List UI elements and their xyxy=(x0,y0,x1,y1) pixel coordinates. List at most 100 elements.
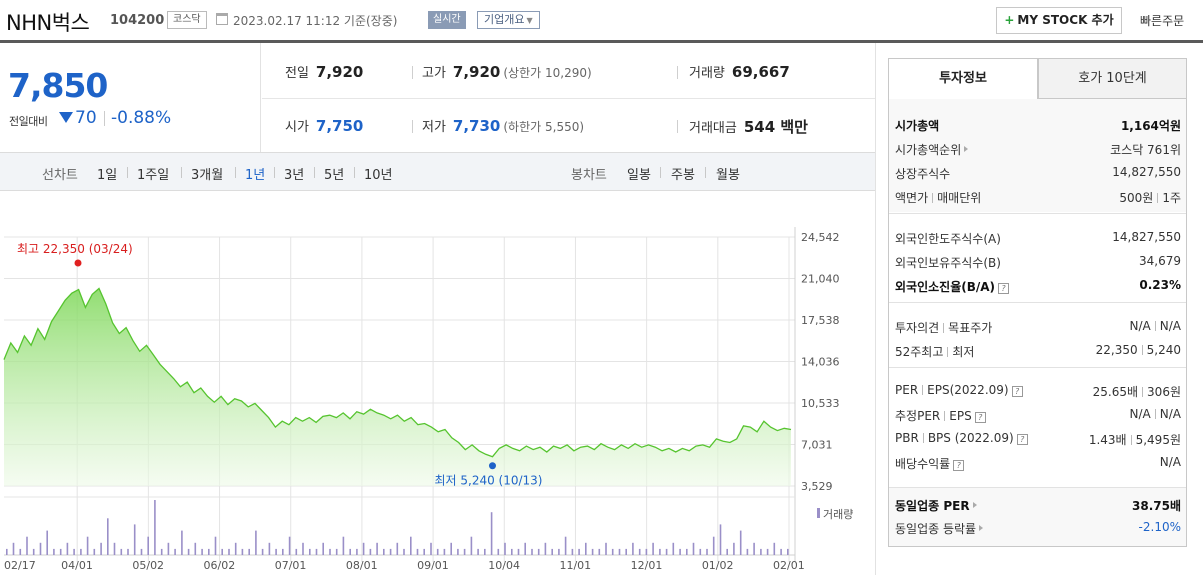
week52-low-label: 최저 xyxy=(952,345,975,359)
per-label: PER EPS(2022.09)? xyxy=(895,383,1023,397)
separator xyxy=(947,347,949,357)
opinion-value: N/A xyxy=(1129,319,1151,333)
y-tick-label: 24,542 xyxy=(801,231,840,244)
volume-bar xyxy=(780,548,782,555)
volume-bar xyxy=(443,548,446,555)
volume-bar xyxy=(497,548,500,555)
foreign-hold-value: 34,679 xyxy=(1139,254,1181,268)
volume-bar xyxy=(356,548,358,555)
volume-bar xyxy=(692,542,695,555)
sector-rate-row[interactable]: 동일업종 등락률 -2.10% xyxy=(895,517,1181,537)
help-icon[interactable]: ? xyxy=(953,460,965,471)
period-separator xyxy=(660,167,661,178)
period-daily-candle[interactable]: 일봉 xyxy=(627,168,651,183)
foreign-ratio-label: 외국인소진율(B/A) xyxy=(895,280,996,294)
week52-row: 52주최고 최저 22,350 5,240 xyxy=(895,340,1181,360)
x-tick-label: 01/02 xyxy=(702,559,734,572)
sector-per-row[interactable]: 동일업종 PER 38.75배 xyxy=(895,494,1181,514)
market-cap-rank-value: 코스닥 761위 xyxy=(1110,143,1181,157)
week52-low-value: 5,240 xyxy=(1146,343,1181,357)
prev-close-value: 7,920 xyxy=(315,63,364,81)
add-my-stock-button[interactable]: + MY STOCK 추가 xyxy=(996,7,1122,34)
volume-bar xyxy=(773,542,776,555)
volume-bar xyxy=(288,536,291,555)
target-price-value: N/A xyxy=(1159,319,1181,333)
y-tick-label: 17,538 xyxy=(801,314,840,327)
x-tick-label: 06/02 xyxy=(204,559,236,572)
candle-chart-label: 봉차트 xyxy=(571,168,607,183)
volume-bar xyxy=(645,548,648,555)
period-1y[interactable]: 1년 xyxy=(245,168,266,183)
company-overview-dropdown[interactable]: 기업개요 ▼ xyxy=(477,11,540,29)
volume-bar xyxy=(706,548,708,555)
stock-code: 104200 xyxy=(110,13,165,28)
day-high-value: 7,920 xyxy=(452,63,501,81)
volume-bar xyxy=(719,524,722,555)
bps-label: BPS (2022.09) xyxy=(927,431,1014,445)
volume-bar xyxy=(766,548,769,555)
volume-bar xyxy=(531,548,533,555)
period-monthly-candle[interactable]: 월봉 xyxy=(716,168,740,183)
volume-bar xyxy=(32,548,35,555)
diff-separator xyxy=(104,111,105,126)
volume-bar xyxy=(376,542,378,555)
est-per-value: N/A xyxy=(1129,407,1151,421)
open-price: 시가 7,750 xyxy=(285,116,363,135)
help-icon[interactable]: ? xyxy=(1011,386,1023,397)
period-3m[interactable]: 3개월 xyxy=(191,168,224,183)
volume-bar xyxy=(733,542,735,555)
volume-bar xyxy=(147,536,149,555)
volume-bar xyxy=(470,536,473,555)
period-3y[interactable]: 3년 xyxy=(284,168,305,183)
volume-bar xyxy=(322,542,324,555)
period-weekly-candle[interactable]: 주봉 xyxy=(671,168,695,183)
volume-bar xyxy=(214,536,217,555)
volume-bar xyxy=(490,512,493,555)
sector-rate-label-wrap: 동일업종 등락률 xyxy=(895,520,984,537)
caret-right-icon xyxy=(979,525,984,531)
chart-period-bar: 선차트 1일 1주일 3개월 1년 3년 5년 10년 봉차트 일봉 주봉 월봉 xyxy=(0,152,875,191)
market-cap-rank-row[interactable]: 시가총액순위 코스닥 761위 xyxy=(895,138,1181,158)
help-icon[interactable]: ? xyxy=(1016,434,1028,445)
period-1d[interactable]: 1일 xyxy=(97,168,118,183)
week52-values: 22,350 5,240 xyxy=(1096,343,1181,357)
volume-bar xyxy=(133,524,136,555)
week52-high-value: 22,350 xyxy=(1095,343,1138,357)
caret-right-icon xyxy=(964,146,969,152)
volume-bar xyxy=(611,548,614,555)
period-10y[interactable]: 10년 xyxy=(364,168,393,183)
volume-bar xyxy=(450,542,452,555)
help-icon[interactable]: ? xyxy=(974,412,986,423)
tab-investment-info[interactable]: 투자정보 xyxy=(888,58,1038,99)
volume-bar xyxy=(659,548,661,555)
stock-name: NHN벅스 xyxy=(6,11,90,35)
volume-bar xyxy=(739,530,742,555)
realtime-badge[interactable]: 실시간 xyxy=(428,11,466,29)
volume-bar xyxy=(578,548,580,555)
volume-bar xyxy=(403,548,405,555)
opinion-label: 투자의견 목표주가 xyxy=(895,319,992,336)
volume: 거래량 69,667 xyxy=(689,62,790,81)
help-icon[interactable]: ? xyxy=(998,283,1010,294)
down-arrow-icon xyxy=(59,112,73,123)
market-cap-row: 시가총액 1,164억원 xyxy=(895,114,1181,134)
volume-bar xyxy=(174,548,176,555)
period-5y[interactable]: 5년 xyxy=(324,168,345,183)
price-chart[interactable]: 24,542 21,040 17,538 14,036 10,533 7,031 3,529… xyxy=(0,192,875,575)
day-high-label: 고가 xyxy=(422,66,446,81)
tab-order-book-10[interactable]: 호가 10단계 xyxy=(1038,58,1187,99)
line-chart-label: 선차트 xyxy=(42,168,78,183)
volume-bar xyxy=(457,548,459,555)
volume-bar xyxy=(26,536,28,555)
dividend-label-wrap: 배당수익률? xyxy=(895,455,965,472)
x-tick-label: 04/01 xyxy=(61,559,93,572)
quick-order-link[interactable]: 빠른주문 xyxy=(1140,14,1185,28)
volume-bar xyxy=(712,536,715,555)
chevron-down-icon: ▼ xyxy=(526,16,533,25)
dividend-row: 배당수익률? N/A xyxy=(895,452,1181,472)
sector-per-value: 38.75배 xyxy=(1132,499,1181,513)
est-per-row: 추정PER EPS? N/A N/A xyxy=(895,404,1181,424)
prev-close: 전일 7,920 xyxy=(285,62,363,81)
volume-bar xyxy=(787,548,789,555)
period-1w[interactable]: 1주일 xyxy=(137,168,170,183)
